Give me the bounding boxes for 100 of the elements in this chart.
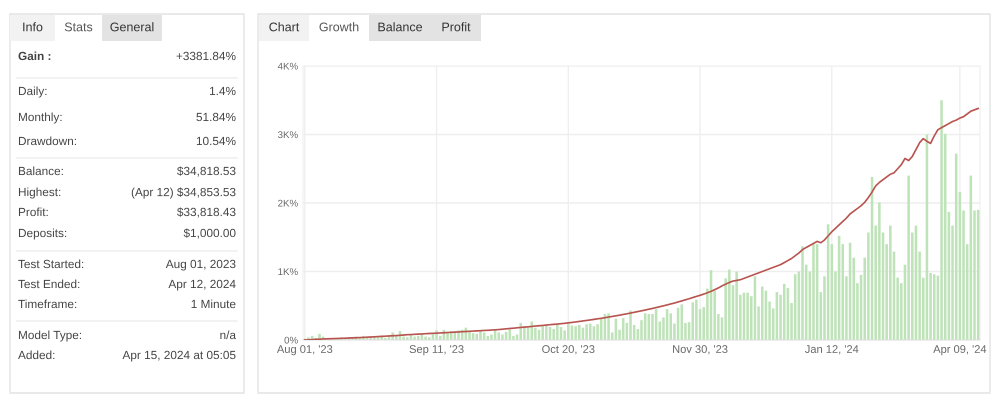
bar <box>932 274 936 340</box>
text: Monthly: <box>18 112 62 124</box>
bar <box>574 326 577 340</box>
x-tick-label: Nov 30, '23 <box>673 345 728 354</box>
bar <box>889 226 892 340</box>
bar <box>786 288 790 340</box>
text: Stats <box>64 22 92 32</box>
y-tick-label: 2K% <box>278 200 298 207</box>
bar <box>954 154 958 340</box>
bar <box>976 210 980 340</box>
bar <box>604 314 606 340</box>
y-tick-label: 0% <box>284 336 298 344</box>
bar <box>746 292 749 340</box>
text: 1 Minute <box>192 299 236 308</box>
text: Test Started: <box>18 259 84 268</box>
bar <box>760 286 764 340</box>
text: Model Type: <box>18 330 82 342</box>
text: Timeframe: <box>18 299 76 308</box>
bar <box>482 332 486 340</box>
bar <box>676 308 680 340</box>
text: $34,818.53 <box>177 166 236 177</box>
bar <box>826 224 830 340</box>
bar <box>654 309 658 340</box>
bar <box>940 100 943 340</box>
bar <box>644 313 646 340</box>
text: 1.4% <box>210 86 236 96</box>
text: Apr 15, 2024 at 05:05 <box>122 350 236 362</box>
bar <box>754 276 756 340</box>
bar <box>508 330 512 340</box>
bar <box>585 324 588 340</box>
text: Test Ended: <box>18 279 80 288</box>
bar <box>472 333 474 340</box>
y-tick-label: 1K% <box>278 268 298 276</box>
bar <box>764 290 768 340</box>
x-tick-label: Oct 20, '23 <box>542 345 595 354</box>
bar <box>878 202 881 340</box>
bar <box>578 324 581 340</box>
text: Balance: <box>18 166 63 176</box>
text: +3381.84% <box>176 52 236 60</box>
text: Chart <box>269 22 300 32</box>
bar <box>695 300 698 340</box>
text: (Apr 12) $34,853.53 <box>132 187 236 199</box>
bar <box>538 330 540 340</box>
text: 10.54% <box>196 136 236 146</box>
text: Balance <box>378 22 422 32</box>
bar <box>552 329 555 340</box>
bar <box>782 284 786 340</box>
x-tick-label: Aug 01, '23 <box>276 345 332 356</box>
bar <box>592 326 596 340</box>
bar <box>742 292 746 340</box>
bar <box>870 176 874 340</box>
text: Added: <box>18 350 54 360</box>
bar <box>498 332 500 340</box>
text: Daily: <box>18 86 46 98</box>
text: Drawdown: <box>18 136 76 146</box>
bar <box>970 176 972 340</box>
bar <box>567 324 570 340</box>
text: General <box>110 22 154 32</box>
text: Profit: <box>18 207 48 216</box>
text: 51.84% <box>196 112 236 122</box>
bar <box>794 274 796 340</box>
bar <box>801 246 804 340</box>
bar <box>728 269 731 340</box>
bar <box>680 304 684 340</box>
bar <box>710 270 712 340</box>
bar <box>648 314 650 340</box>
bar <box>914 226 918 340</box>
bar <box>776 292 778 340</box>
text: $1,000.00 <box>184 228 236 239</box>
x-tick-label: Jan 12, '24 <box>804 345 858 354</box>
bar <box>926 134 928 340</box>
bar <box>622 318 624 340</box>
bar <box>560 326 562 340</box>
text: Info <box>23 22 42 32</box>
x-tick-label: Apr 09, '24 <box>933 345 986 356</box>
text: Highest: <box>18 187 60 199</box>
bar <box>614 318 618 340</box>
text: Deposits: <box>18 228 66 240</box>
bar <box>838 236 840 340</box>
bar <box>669 313 672 340</box>
bar <box>812 242 815 340</box>
bar <box>907 176 910 340</box>
bar <box>735 272 738 340</box>
bar <box>548 326 552 340</box>
text: Apr 12, 2024 <box>168 280 236 290</box>
bar <box>582 328 584 340</box>
bar <box>816 244 818 340</box>
bar <box>691 302 694 340</box>
bar <box>629 310 632 340</box>
y-tick-label: 3K% <box>278 131 298 138</box>
text: Profit <box>442 22 470 32</box>
text: $33,818.43 <box>177 207 236 218</box>
bar <box>570 326 574 340</box>
bar <box>588 324 592 340</box>
bar <box>848 242 852 340</box>
y-tick-label: 4K% <box>278 62 298 70</box>
x-tick-label: Sep 11, '23 <box>410 345 464 356</box>
text: n/a <box>220 330 236 340</box>
text: Gain : <box>18 52 50 60</box>
bar <box>494 330 496 340</box>
